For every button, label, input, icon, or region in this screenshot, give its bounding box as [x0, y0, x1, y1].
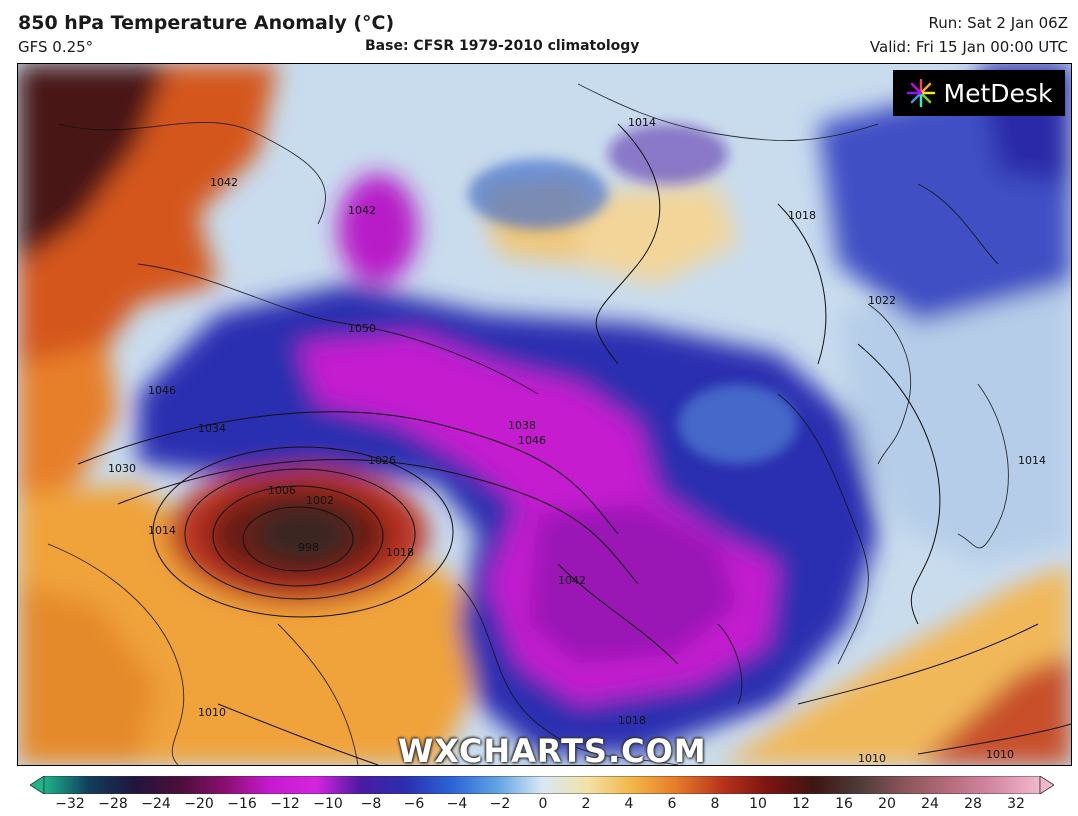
- colorbar-tick-label: −12: [270, 796, 300, 812]
- colorbar-tick-label: −4: [446, 796, 468, 812]
- anomaly-field: 1042 1050 1046 1034 1030 1026 1014 1006 …: [18, 64, 1071, 765]
- colorbar-tick-label: −20: [184, 796, 214, 812]
- valid-time-label: Valid: Fri 15 Jan 00:00 UTC: [869, 38, 1068, 56]
- colorbar-tick-label: 2: [581, 796, 591, 812]
- isobar-label: 1050: [348, 322, 376, 335]
- climatology-base-label: Base: CFSR 1979-2010 climatology: [365, 38, 640, 54]
- colorbar-tick-label: 20: [878, 796, 896, 812]
- isobar-label: 1042: [210, 176, 238, 189]
- colorbar-min-arrow: [30, 776, 45, 794]
- colorbar-gradient: [43, 776, 1041, 794]
- isobar-label: 1014: [148, 524, 176, 537]
- colorbar-tick-label: −10: [313, 796, 343, 812]
- colorbar-tick-label: 4: [624, 796, 634, 812]
- isobar-label: 1010: [986, 748, 1014, 761]
- isobar-label: 1034: [198, 422, 226, 435]
- colorbar-tick-label: 10: [749, 796, 767, 812]
- run-time-label: Run: Sat 2 Jan 06Z: [928, 14, 1068, 32]
- colorbar-tick-label: −2: [489, 796, 511, 812]
- isobar-label: 1046: [148, 384, 176, 397]
- isobar-label: 1046: [518, 434, 546, 447]
- isobar-label: 1018: [788, 209, 816, 222]
- colorbar: [30, 776, 1054, 794]
- isobar-label: 1014: [628, 116, 656, 129]
- colorbar-tick-label: 0: [538, 796, 548, 812]
- colorbar-tick-label: −32: [55, 796, 85, 812]
- wxcharts-watermark: WXCHARTS.COM: [398, 732, 707, 766]
- isobar-label: 1006: [268, 484, 296, 497]
- colorbar-tick-label: 16: [835, 796, 853, 812]
- colorbar-tick-label: −28: [98, 796, 128, 812]
- model-label: GFS 0.25°: [18, 38, 94, 56]
- metdesk-starburst-icon: [906, 78, 935, 108]
- anomaly-map: 1042 1050 1046 1034 1030 1026 1014 1006 …: [17, 63, 1072, 766]
- colorbar-ticks: −32 −28 −24 −20 −16 −12 −10 −8 −6 −4 −2 0 2 4 6 8 10 12 16…: [0, 796, 1078, 816]
- colorbar-tick-label: −6: [403, 796, 425, 812]
- isobar-label: 1010: [858, 752, 886, 765]
- chart-title: 850 hPa Temperature Anomaly (°C): [18, 12, 395, 34]
- isobar-label: 1042: [558, 574, 586, 587]
- isobar-label: 1002: [306, 494, 334, 507]
- metdesk-logo-text: MetDesk: [943, 78, 1053, 108]
- isobar-label: 1026: [368, 454, 396, 467]
- colorbar-tick-label: −24: [141, 796, 171, 812]
- colorbar-max-arrow: [1039, 776, 1054, 794]
- isobar-label: 1022: [868, 294, 896, 307]
- isobar-label: 1030: [108, 462, 136, 475]
- colorbar-tick-label: 6: [667, 796, 677, 812]
- colorbar-tick-label: 32: [1007, 796, 1025, 812]
- colorbar-tick-label: 24: [921, 796, 939, 812]
- colorbar-tick-label: 12: [792, 796, 810, 812]
- colorbar-tick-label: 8: [710, 796, 720, 812]
- colorbar-tick-label: −8: [360, 796, 382, 812]
- isobar-label: 1018: [618, 714, 646, 727]
- isobar-label: 1014: [1018, 454, 1046, 467]
- colorbar-tick-label: 28: [964, 796, 982, 812]
- colorbar-tick-label: −16: [227, 796, 257, 812]
- isobar-label: 1038: [508, 419, 536, 432]
- metdesk-logo: MetDesk: [893, 70, 1065, 116]
- isobar-label: 1042: [348, 204, 376, 217]
- isobar-label: 998: [298, 541, 319, 554]
- isobar-label: 1018: [386, 546, 414, 559]
- isobar-label: 1010: [198, 706, 226, 719]
